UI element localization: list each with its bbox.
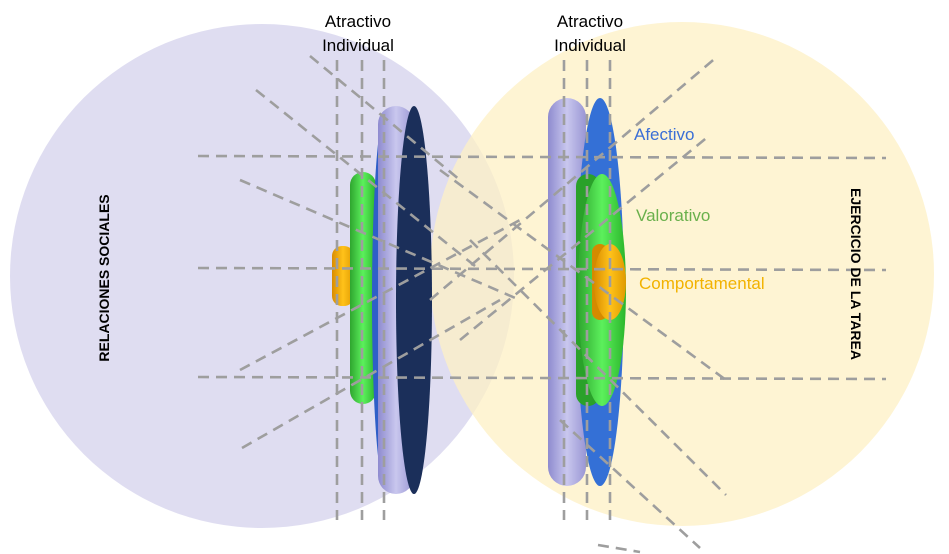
layer-label-afectivo: Afectivo — [634, 125, 694, 144]
right-circle-label: EJERCICIO DE LA TAREA — [848, 188, 864, 360]
left-circle-label: RELACIONES SOCIALES — [96, 194, 112, 361]
layer-label-comportamental: Comportamental — [639, 274, 765, 293]
left-top-label-line1: Atractivo — [325, 12, 391, 31]
right-top-label-line2: Individual — [554, 36, 626, 55]
left-top-label-line2: Individual — [322, 36, 394, 55]
dashed-guides — [197, 54, 887, 554]
left-outer-disk-dark — [396, 106, 432, 494]
layer-label-valorativo: Valorativo — [636, 206, 710, 225]
right-top-label-line1: Atractivo — [557, 12, 623, 31]
